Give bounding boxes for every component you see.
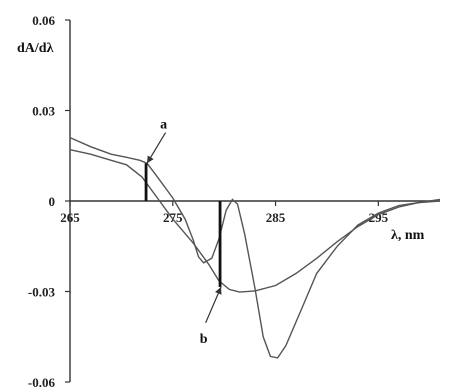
marker-label-a: a <box>160 118 167 133</box>
x-tick-label: 295 <box>369 210 389 225</box>
x-tick-label: 275 <box>163 210 183 225</box>
plot-area: 0.06 0.03 0 -0.03 -0.06 265 275 285 295 dA/dλ λ, n… <box>17 13 441 390</box>
y-tick-label: -0.03 <box>28 285 56 300</box>
x-axis-title: λ, nm <box>391 228 425 243</box>
marker-label-b: b <box>200 332 208 347</box>
marker-arrowhead-b <box>215 286 222 295</box>
y-tick-label: 0.03 <box>32 104 55 119</box>
x-tick-label: 285 <box>266 210 286 225</box>
series-curve-1 <box>69 136 441 359</box>
x-tick-label: 265 <box>60 210 80 225</box>
y-tick-label: 0 <box>49 194 56 209</box>
y-axis-title: dA/dλ <box>17 41 54 56</box>
y-tick-label: -0.06 <box>28 375 56 390</box>
y-tick-label: 0.06 <box>32 13 55 28</box>
marker-arrowhead-a <box>147 155 154 164</box>
series-curve-2 <box>69 149 441 293</box>
